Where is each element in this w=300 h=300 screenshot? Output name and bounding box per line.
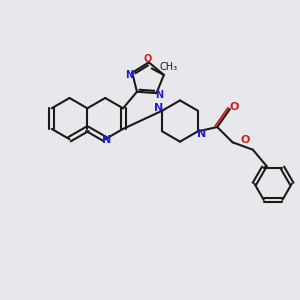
Text: N: N (102, 135, 111, 145)
Text: O: O (241, 135, 250, 145)
Text: O: O (144, 54, 152, 64)
Text: N: N (155, 90, 164, 100)
Text: N: N (125, 70, 133, 80)
Text: N: N (154, 103, 163, 113)
Text: O: O (230, 102, 239, 112)
Text: N: N (197, 129, 206, 139)
Text: CH₃: CH₃ (160, 61, 178, 71)
